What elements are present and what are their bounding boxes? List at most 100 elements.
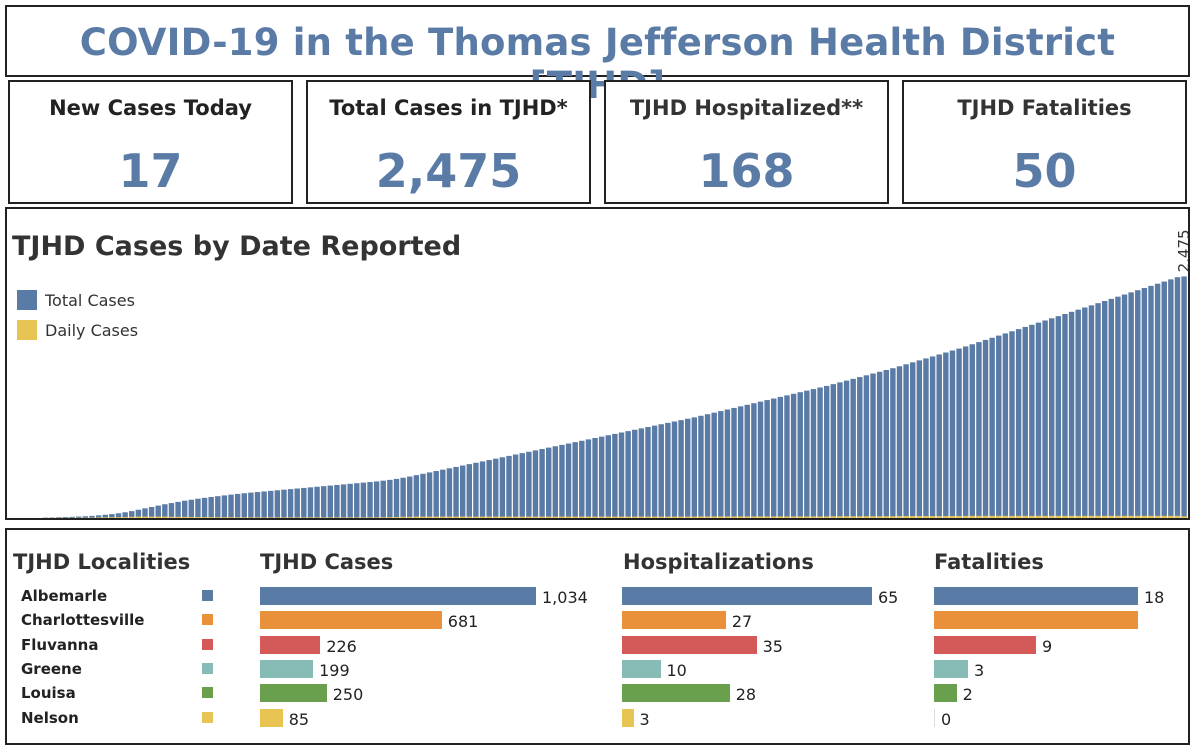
daily-cases-bar[interactable] (1181, 516, 1187, 518)
daily-cases-bar[interactable] (1101, 515, 1108, 518)
fatalities-bar[interactable] (934, 611, 1138, 629)
daily-cases-bar[interactable] (539, 516, 545, 518)
daily-cases-bar[interactable] (519, 516, 525, 518)
total-cases-bar[interactable] (592, 438, 598, 518)
daily-cases-bar[interactable] (380, 517, 386, 518)
daily-cases-bar[interactable] (181, 516, 188, 518)
total-cases-bar[interactable] (1015, 329, 1022, 518)
total-cases-bar[interactable] (1002, 333, 1009, 518)
total-cases-bar[interactable] (1181, 276, 1187, 518)
cases-bar[interactable] (260, 587, 536, 605)
daily-cases-bar[interactable] (268, 517, 274, 518)
daily-cases-bar[interactable] (234, 517, 241, 518)
total-cases-bar[interactable] (850, 378, 856, 518)
hospitalizations-bar[interactable] (622, 709, 634, 727)
total-cases-bar[interactable] (519, 453, 525, 518)
total-cases-bar[interactable] (1135, 290, 1141, 518)
total-cases-bar[interactable] (1088, 305, 1095, 518)
daily-cases-bar[interactable] (512, 516, 519, 518)
total-cases-bar[interactable] (1168, 279, 1174, 518)
daily-cases-bar[interactable] (446, 516, 453, 518)
total-cases-bar[interactable] (1068, 311, 1075, 518)
daily-cases-bar[interactable] (929, 516, 936, 518)
daily-cases-bar[interactable] (1049, 515, 1055, 518)
total-cases-bar[interactable] (982, 339, 989, 518)
total-cases-bar[interactable] (645, 427, 651, 518)
hospitalizations-bar[interactable] (622, 660, 661, 678)
total-cases-bar[interactable] (784, 395, 790, 518)
daily-cases-bar[interactable] (314, 517, 320, 518)
cases-bar[interactable] (260, 660, 314, 678)
daily-cases-bar[interactable] (1108, 515, 1114, 518)
daily-cases-bar[interactable] (684, 516, 691, 518)
total-cases-bar[interactable] (916, 360, 923, 518)
fatalities-bar[interactable] (934, 636, 1036, 654)
daily-cases-bar[interactable] (790, 516, 797, 518)
total-cases-bar[interactable] (843, 380, 850, 518)
daily-cases-bar[interactable] (982, 515, 989, 518)
total-cases-bar[interactable] (1128, 292, 1134, 518)
daily-cases-bar[interactable] (1154, 515, 1161, 518)
daily-cases-bar[interactable] (658, 516, 664, 518)
daily-cases-bar[interactable] (1148, 515, 1154, 518)
daily-cases-bar[interactable] (360, 517, 367, 518)
total-cases-bar[interactable] (294, 488, 300, 518)
daily-cases-bar[interactable] (817, 516, 823, 518)
daily-cases-bar[interactable] (638, 516, 645, 518)
daily-cases-bar[interactable] (698, 516, 704, 518)
total-cases-bar[interactable] (380, 480, 386, 518)
daily-cases-bar[interactable] (823, 516, 830, 518)
daily-cases-bar[interactable] (1161, 515, 1167, 518)
daily-cases-bar[interactable] (188, 517, 195, 518)
daily-cases-bar[interactable] (678, 516, 684, 518)
daily-cases-bar[interactable] (254, 517, 261, 518)
daily-cases-bar[interactable] (883, 516, 889, 518)
daily-cases-bar[interactable] (764, 516, 770, 518)
total-cases-bar[interactable] (95, 515, 102, 518)
total-cases-bar[interactable] (1075, 309, 1081, 518)
total-cases-bar[interactable] (890, 368, 896, 518)
total-cases-bar[interactable] (598, 436, 605, 518)
total-cases-bar[interactable] (254, 492, 261, 518)
total-cases-bar[interactable] (744, 404, 750, 518)
total-cases-bar[interactable] (777, 396, 784, 518)
total-cases-bar[interactable] (479, 461, 486, 518)
total-cases-bar[interactable] (195, 498, 201, 518)
total-cases-bar[interactable] (539, 449, 545, 518)
daily-cases-bar[interactable] (1035, 515, 1042, 518)
total-cases-bar[interactable] (903, 364, 909, 518)
total-cases-bar[interactable] (1101, 301, 1108, 518)
total-cases-bar[interactable] (691, 417, 698, 518)
total-cases-bar[interactable] (1095, 303, 1101, 518)
total-cases-bar[interactable] (486, 460, 492, 518)
total-cases-bar[interactable] (956, 348, 962, 518)
fatalities-bar[interactable] (934, 684, 957, 702)
daily-cases-bar[interactable] (413, 516, 420, 518)
daily-cases-bar[interactable] (274, 517, 281, 518)
total-cases-bar[interactable] (632, 429, 638, 518)
daily-cases-bar[interactable] (1055, 515, 1062, 518)
total-cases-bar[interactable] (49, 517, 56, 518)
total-cases-bar[interactable] (943, 352, 949, 519)
total-cases-bar[interactable] (268, 490, 274, 518)
total-cases-bar[interactable] (764, 400, 770, 518)
total-cases-bar[interactable] (234, 493, 241, 518)
total-cases-bar[interactable] (512, 454, 519, 518)
daily-cases-bar[interactable] (1062, 515, 1068, 518)
total-cases-bar[interactable] (241, 493, 247, 518)
daily-cases-bar[interactable] (142, 516, 148, 518)
daily-cases-bar[interactable] (473, 516, 479, 518)
total-cases-bar[interactable] (129, 511, 135, 518)
total-cases-bar[interactable] (400, 477, 406, 518)
daily-cases-bar[interactable] (1068, 515, 1075, 518)
total-cases-bar[interactable] (989, 337, 995, 518)
daily-cases-bar[interactable] (129, 516, 135, 518)
hospitalizations-bar[interactable] (622, 611, 726, 629)
daily-cases-bar[interactable] (1135, 515, 1141, 518)
total-cases-bar[interactable] (1108, 298, 1114, 518)
total-cases-bar[interactable] (135, 509, 142, 518)
total-cases-bar[interactable] (1029, 324, 1035, 518)
daily-cases-bar[interactable] (506, 516, 512, 518)
total-cases-bar[interactable] (208, 496, 214, 518)
daily-cases-bar[interactable] (155, 516, 161, 518)
